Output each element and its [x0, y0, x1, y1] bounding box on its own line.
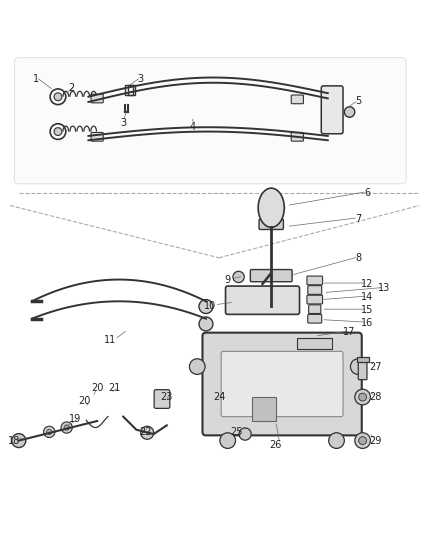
- Text: 25: 25: [230, 427, 243, 437]
- Text: 21: 21: [108, 383, 121, 393]
- FancyBboxPatch shape: [14, 58, 406, 184]
- Text: 20: 20: [78, 397, 90, 407]
- Bar: [357, 357, 369, 362]
- FancyBboxPatch shape: [154, 390, 170, 408]
- Bar: [297, 338, 332, 349]
- Circle shape: [220, 433, 236, 448]
- Circle shape: [359, 393, 367, 401]
- Text: 6: 6: [364, 188, 370, 198]
- Bar: [127, 85, 135, 94]
- FancyBboxPatch shape: [291, 95, 304, 104]
- Text: 10: 10: [204, 301, 216, 311]
- Text: 22: 22: [139, 427, 151, 437]
- Text: 3: 3: [120, 118, 126, 128]
- FancyBboxPatch shape: [307, 295, 322, 304]
- Text: 27: 27: [369, 361, 382, 372]
- Circle shape: [199, 317, 213, 331]
- Circle shape: [64, 425, 69, 430]
- Text: 19: 19: [69, 414, 81, 424]
- FancyBboxPatch shape: [358, 361, 367, 379]
- Circle shape: [199, 300, 213, 313]
- Text: 1: 1: [33, 75, 39, 84]
- Circle shape: [54, 93, 62, 101]
- Text: 5: 5: [355, 96, 361, 106]
- Circle shape: [141, 426, 154, 439]
- Circle shape: [350, 359, 366, 375]
- FancyBboxPatch shape: [251, 270, 292, 282]
- Text: 17: 17: [343, 327, 356, 337]
- Text: 16: 16: [361, 318, 373, 328]
- FancyBboxPatch shape: [202, 333, 362, 435]
- FancyBboxPatch shape: [91, 94, 103, 103]
- Text: 15: 15: [361, 305, 373, 315]
- Text: 24: 24: [213, 392, 225, 402]
- Circle shape: [355, 389, 371, 405]
- Circle shape: [233, 271, 244, 282]
- FancyBboxPatch shape: [307, 276, 322, 285]
- Circle shape: [12, 434, 26, 448]
- Circle shape: [189, 359, 205, 375]
- FancyBboxPatch shape: [221, 351, 343, 417]
- Text: 11: 11: [104, 335, 117, 345]
- Text: 2: 2: [68, 83, 74, 93]
- Circle shape: [44, 426, 55, 438]
- Circle shape: [239, 428, 251, 440]
- Circle shape: [54, 128, 62, 135]
- Text: 23: 23: [161, 392, 173, 402]
- Bar: [252, 397, 276, 421]
- Bar: [125, 85, 133, 94]
- Text: 28: 28: [370, 392, 382, 402]
- FancyBboxPatch shape: [309, 305, 321, 313]
- Text: 14: 14: [361, 292, 373, 302]
- FancyBboxPatch shape: [226, 286, 300, 314]
- Ellipse shape: [258, 188, 284, 228]
- Text: 26: 26: [269, 440, 282, 450]
- Text: 8: 8: [355, 253, 361, 263]
- Circle shape: [47, 429, 52, 434]
- Text: 13: 13: [378, 283, 391, 293]
- Circle shape: [344, 107, 355, 117]
- Text: 20: 20: [91, 383, 103, 393]
- Text: 12: 12: [361, 279, 373, 289]
- Circle shape: [328, 433, 344, 448]
- FancyBboxPatch shape: [291, 133, 304, 141]
- FancyBboxPatch shape: [91, 133, 103, 141]
- FancyBboxPatch shape: [259, 219, 283, 230]
- Circle shape: [61, 422, 72, 433]
- Text: 3: 3: [138, 75, 144, 84]
- Text: 18: 18: [8, 435, 21, 446]
- FancyBboxPatch shape: [308, 286, 322, 294]
- Text: 29: 29: [370, 435, 382, 446]
- Text: 4: 4: [190, 122, 196, 132]
- Text: 7: 7: [355, 214, 361, 224]
- FancyBboxPatch shape: [321, 86, 343, 134]
- Circle shape: [355, 433, 371, 448]
- Circle shape: [359, 437, 367, 445]
- Text: 9: 9: [225, 274, 231, 285]
- FancyBboxPatch shape: [308, 314, 322, 323]
